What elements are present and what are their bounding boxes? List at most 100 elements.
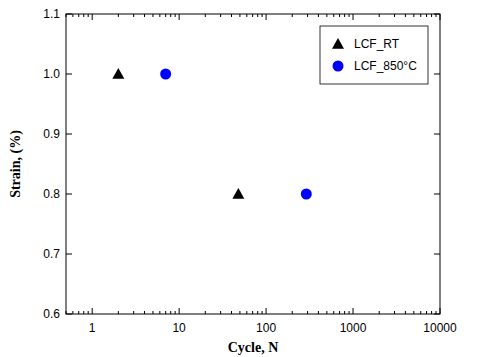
x-minor-tick bbox=[344, 311, 345, 314]
x-minor-tick bbox=[231, 14, 232, 17]
x-tick bbox=[440, 308, 441, 314]
legend-marker bbox=[332, 38, 344, 49]
x-minor-tick bbox=[159, 14, 160, 17]
x-minor-tick bbox=[72, 14, 73, 17]
x-minor-tick bbox=[205, 311, 206, 314]
y-tick bbox=[434, 134, 440, 135]
x-minor-tick bbox=[262, 14, 263, 17]
x-minor-tick bbox=[72, 311, 73, 314]
x-minor-tick bbox=[133, 311, 134, 314]
x-minor-tick bbox=[326, 311, 327, 314]
x-minor-tick bbox=[170, 14, 171, 17]
x-minor-tick bbox=[159, 311, 160, 314]
y-tick-label: 1.0 bbox=[43, 67, 60, 81]
x-minor-tick bbox=[333, 14, 334, 17]
x-tick bbox=[266, 14, 267, 20]
x-minor-tick bbox=[118, 14, 119, 17]
x-minor-tick bbox=[413, 311, 414, 314]
chart: 1101001000100000.60.70.80.91.01.1Cycle, … bbox=[0, 0, 492, 357]
data-point bbox=[112, 68, 124, 79]
x-minor-tick bbox=[133, 14, 134, 17]
x-minor-tick bbox=[292, 311, 293, 314]
x-minor-tick bbox=[431, 311, 432, 314]
data-points bbox=[112, 68, 311, 200]
x-minor-tick bbox=[246, 14, 247, 17]
y-tick bbox=[434, 194, 440, 195]
x-minor-tick bbox=[420, 14, 421, 17]
legend-box bbox=[320, 26, 428, 84]
y-tick bbox=[434, 74, 440, 75]
x-minor-tick bbox=[252, 311, 253, 314]
legend-label: LCF_850°C bbox=[354, 59, 417, 73]
x-minor-tick bbox=[405, 311, 406, 314]
x-minor-tick bbox=[220, 14, 221, 17]
x-minor-tick bbox=[379, 311, 380, 314]
y-tick bbox=[66, 314, 72, 315]
data-point bbox=[301, 189, 312, 200]
x-axis-label: Cycle, N bbox=[228, 340, 279, 355]
x-minor-tick bbox=[144, 14, 145, 17]
x-minor-tick bbox=[426, 311, 427, 314]
x-minor-tick bbox=[379, 14, 380, 17]
x-minor-tick bbox=[394, 311, 395, 314]
x-minor-tick bbox=[239, 14, 240, 17]
x-tick-label: 1 bbox=[89, 321, 96, 335]
x-minor-tick bbox=[220, 311, 221, 314]
x-minor-tick bbox=[413, 14, 414, 17]
x-minor-tick bbox=[205, 14, 206, 17]
x-tick-label: 10000 bbox=[423, 321, 457, 335]
x-minor-tick bbox=[152, 311, 153, 314]
x-minor-tick bbox=[292, 14, 293, 17]
x-minor-tick bbox=[165, 14, 166, 17]
x-minor-tick bbox=[420, 311, 421, 314]
x-minor-tick bbox=[88, 14, 89, 17]
y-tick bbox=[434, 254, 440, 255]
x-tick bbox=[179, 14, 180, 20]
legend: LCF_RT LCF_850°C bbox=[320, 26, 428, 84]
x-minor-tick bbox=[318, 311, 319, 314]
x-minor-tick bbox=[307, 311, 308, 314]
x-minor-tick bbox=[333, 311, 334, 314]
x-tick-label: 100 bbox=[256, 321, 276, 335]
x-minor-tick bbox=[170, 311, 171, 314]
y-tick-label: 1.1 bbox=[43, 7, 60, 21]
y-tick-label: 0.7 bbox=[43, 247, 60, 261]
y-tick-label: 0.9 bbox=[43, 127, 60, 141]
x-minor-tick bbox=[252, 14, 253, 17]
x-minor-tick bbox=[257, 14, 258, 17]
x-tick bbox=[353, 308, 354, 314]
x-minor-tick bbox=[349, 14, 350, 17]
x-tick bbox=[92, 14, 93, 20]
y-tick-label: 0.6 bbox=[43, 307, 60, 321]
x-minor-tick bbox=[349, 311, 350, 314]
x-minor-tick bbox=[78, 14, 79, 17]
x-minor-tick bbox=[318, 14, 319, 17]
x-minor-tick bbox=[88, 311, 89, 314]
legend-label: LCF_RT bbox=[354, 37, 400, 51]
x-minor-tick bbox=[344, 14, 345, 17]
x-minor-tick bbox=[165, 311, 166, 314]
x-minor-tick bbox=[118, 311, 119, 314]
x-minor-tick bbox=[326, 14, 327, 17]
y-tick bbox=[66, 194, 72, 195]
y-tick bbox=[66, 134, 72, 135]
data-point bbox=[160, 69, 171, 80]
x-minor-tick bbox=[144, 311, 145, 314]
x-tick bbox=[266, 308, 267, 314]
data-point bbox=[232, 188, 244, 199]
x-minor-tick bbox=[431, 14, 432, 17]
x-minor-tick bbox=[426, 14, 427, 17]
x-minor-tick bbox=[307, 14, 308, 17]
x-minor-tick bbox=[339, 311, 340, 314]
x-minor-tick bbox=[83, 14, 84, 17]
x-minor-tick bbox=[175, 311, 176, 314]
y-tick bbox=[434, 14, 440, 15]
x-minor-tick bbox=[78, 311, 79, 314]
x-minor-tick bbox=[262, 311, 263, 314]
x-minor-tick bbox=[246, 311, 247, 314]
x-minor-tick bbox=[394, 14, 395, 17]
x-minor-tick bbox=[231, 311, 232, 314]
y-tick bbox=[66, 254, 72, 255]
y-tick bbox=[66, 14, 72, 15]
x-tick bbox=[353, 14, 354, 20]
